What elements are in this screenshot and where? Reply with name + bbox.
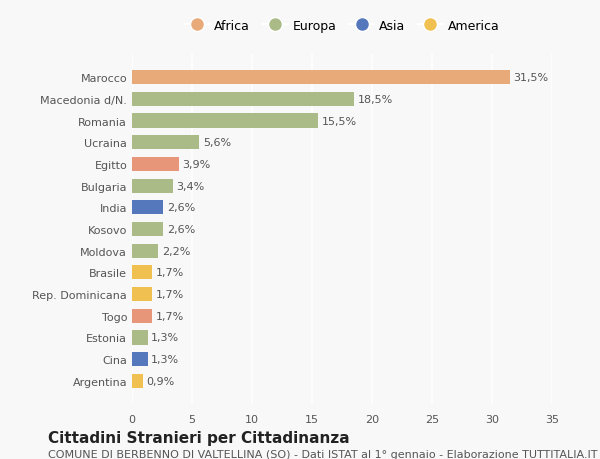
- Bar: [132, 266, 152, 280]
- Legend: Africa, Europa, Asia, America: Africa, Europa, Asia, America: [181, 16, 503, 36]
- Bar: [132, 223, 163, 236]
- Bar: [132, 309, 152, 323]
- Text: Cittadini Stranieri per Cittadinanza: Cittadini Stranieri per Cittadinanza: [48, 430, 350, 445]
- Bar: [132, 201, 163, 215]
- Bar: [132, 244, 158, 258]
- Text: 3,9%: 3,9%: [182, 160, 211, 169]
- Text: 2,6%: 2,6%: [167, 224, 195, 235]
- Bar: [132, 353, 148, 366]
- Bar: [132, 179, 173, 193]
- Text: 3,4%: 3,4%: [176, 181, 205, 191]
- Bar: [132, 157, 179, 172]
- Bar: [132, 374, 143, 388]
- Text: 1,7%: 1,7%: [156, 290, 184, 299]
- Text: 1,3%: 1,3%: [151, 354, 179, 364]
- Text: 2,2%: 2,2%: [162, 246, 190, 256]
- Text: 1,7%: 1,7%: [156, 311, 184, 321]
- Text: COMUNE DI BERBENNO DI VALTELLINA (SO) - Dati ISTAT al 1° gennaio - Elaborazione : COMUNE DI BERBENNO DI VALTELLINA (SO) - …: [48, 449, 598, 459]
- Text: 31,5%: 31,5%: [514, 73, 549, 83]
- Bar: [132, 114, 318, 129]
- Bar: [132, 330, 148, 345]
- Bar: [132, 287, 152, 302]
- Text: 1,7%: 1,7%: [156, 268, 184, 278]
- Text: 0,9%: 0,9%: [146, 376, 175, 386]
- Text: 1,3%: 1,3%: [151, 333, 179, 343]
- Bar: [132, 71, 510, 85]
- Text: 15,5%: 15,5%: [322, 116, 357, 126]
- Text: 2,6%: 2,6%: [167, 203, 195, 213]
- Text: 5,6%: 5,6%: [203, 138, 231, 148]
- Bar: [132, 136, 199, 150]
- Text: 18,5%: 18,5%: [358, 95, 393, 105]
- Bar: [132, 93, 354, 106]
